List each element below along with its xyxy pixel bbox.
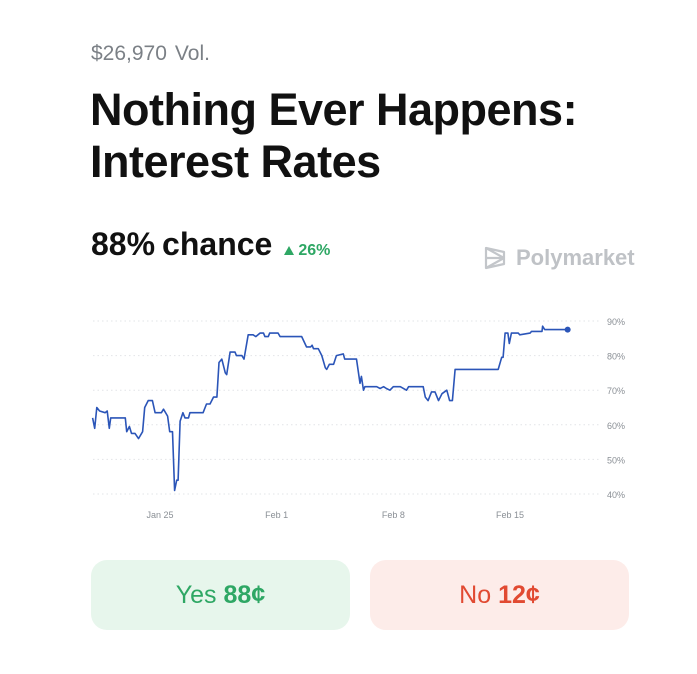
series-line	[91, 325, 568, 492]
last-point-marker	[564, 326, 571, 333]
chance-delta-value: 26%	[298, 241, 331, 259]
brand-name: Polymarket	[516, 245, 635, 270]
yes-label: Yes	[175, 580, 217, 609]
y-tick-label: 60%	[607, 421, 625, 431]
volume-amount: $26,970	[91, 42, 167, 65]
volume: $26,970 Vol.	[91, 42, 218, 66]
x-tick-label: Feb 8	[382, 510, 405, 520]
chance-label: chance	[162, 226, 273, 262]
y-tick-label: 40%	[607, 490, 625, 500]
buy-no-button[interactable]: No 12¢	[370, 560, 629, 630]
polymarket-logo-icon	[484, 246, 506, 270]
chance-delta: 26%	[284, 242, 330, 260]
x-tick-label: Feb 1	[265, 510, 288, 520]
x-tick-label: Jan 25	[146, 510, 173, 520]
y-tick-label: 70%	[607, 386, 625, 396]
y-tick-label: 50%	[607, 455, 625, 465]
y-tick-label: 80%	[607, 352, 625, 362]
chance-summary: 88% chance 26%	[91, 226, 330, 263]
yes-price: 88¢	[223, 580, 266, 609]
y-tick-label: 90%	[607, 317, 625, 327]
x-tick-label: Feb 15	[496, 510, 524, 520]
no-label: No	[459, 580, 492, 609]
chance-value: 88%	[91, 226, 156, 262]
volume-suffix: Vol.	[174, 42, 210, 65]
buy-yes-button[interactable]: Yes 88¢	[91, 560, 350, 630]
brand-logo: Polymarket	[484, 245, 635, 271]
price-chart: 40% 50% 60% 70% 80% 90% Jan 25 Feb 1 Feb 8 Feb 15	[91, 317, 625, 520]
triangle-up-icon	[284, 246, 295, 255]
market-title: Nothing Ever Happens: Interest Rates	[90, 84, 578, 187]
no-price: 12¢	[498, 580, 540, 609]
